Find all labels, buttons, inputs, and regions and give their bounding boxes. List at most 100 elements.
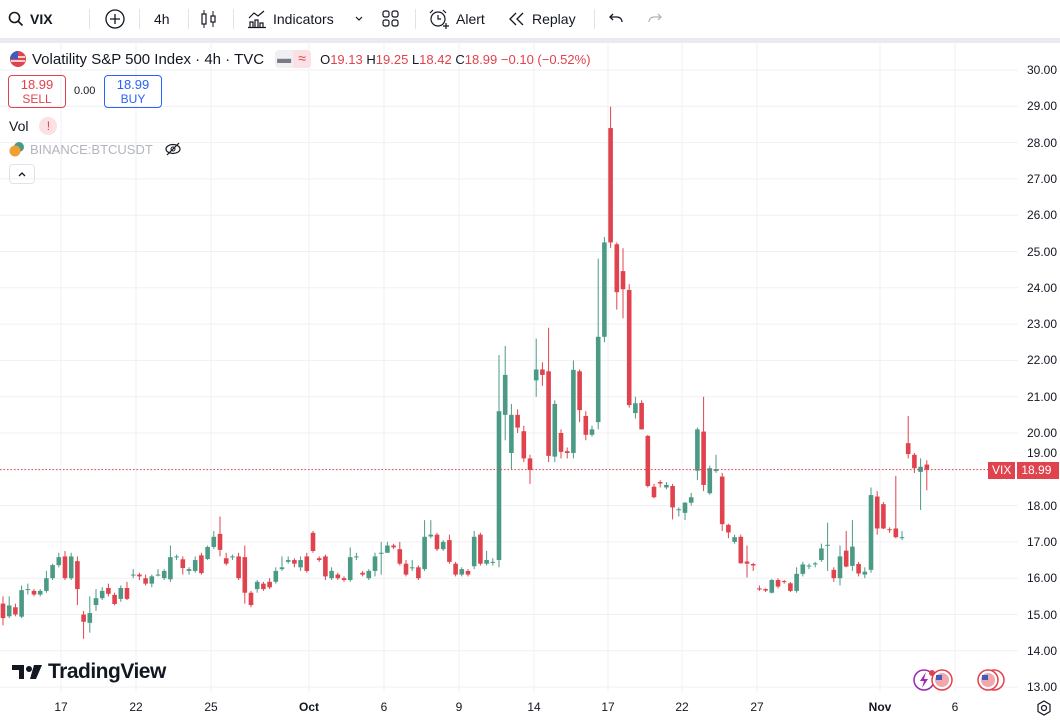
chevron-up-icon: [18, 172, 26, 177]
compare-add-button[interactable]: [104, 0, 126, 38]
minus-icon: ▬: [277, 50, 292, 66]
candle-body: [217, 533, 223, 550]
candle: [837, 545, 843, 586]
legend-toggle[interactable]: ▬ ≈: [275, 50, 312, 68]
candle: [372, 552, 378, 577]
candle: [236, 552, 241, 581]
candle-body: [93, 598, 99, 606]
x-tick-label: Nov: [868, 700, 892, 714]
event-markers[interactable]: [912, 666, 1012, 696]
replay-button[interactable]: Replay: [508, 0, 576, 38]
candle: [106, 583, 111, 597]
candle: [732, 534, 737, 544]
candle-body: [707, 468, 713, 494]
candle: [285, 556, 291, 564]
replay-icon: [509, 12, 524, 26]
candle-body: [434, 534, 440, 550]
candle: [25, 583, 31, 595]
collapse-legend-button[interactable]: [9, 164, 35, 184]
redo-button[interactable]: [647, 0, 663, 38]
candle-body: [552, 403, 558, 457]
candle-body: [496, 411, 502, 561]
candle-body: [478, 534, 483, 564]
candle-body: [633, 403, 638, 414]
sell-button[interactable]: 18.99 SELL: [8, 75, 66, 108]
candle: [428, 520, 434, 539]
candle: [397, 541, 403, 566]
candle: [478, 532, 483, 566]
candle: [130, 569, 136, 579]
series-title[interactable]: Volatility S&P 500 Index · 4h · TVC: [32, 50, 265, 68]
interval-button[interactable]: 4h: [154, 0, 170, 38]
candle-body: [242, 557, 248, 593]
candle-body: [924, 464, 930, 470]
candle: [583, 411, 589, 441]
candle-body: [471, 536, 477, 567]
layouts-button[interactable]: [382, 0, 400, 38]
candle-body: [248, 592, 254, 606]
candle: [881, 501, 886, 530]
candlestick-chart[interactable]: [0, 43, 1060, 720]
candle-body: [490, 561, 496, 563]
candle-body: [757, 588, 762, 590]
x-tick-label: 14: [527, 700, 541, 714]
candle: [174, 554, 179, 561]
candle-body: [31, 590, 37, 595]
candle: [620, 248, 626, 319]
settings-gear-icon[interactable]: [1035, 699, 1053, 717]
candle-body: [137, 574, 142, 577]
candle: [335, 572, 341, 581]
candle: [750, 562, 756, 571]
candle: [769, 578, 775, 594]
candle: [87, 596, 93, 633]
candle: [385, 541, 390, 553]
candle-body: [862, 571, 868, 575]
candle-body: [0, 603, 6, 619]
candle-body: [50, 565, 55, 579]
eye-hidden-icon[interactable]: [164, 141, 182, 157]
alert-button[interactable]: Alert: [428, 0, 485, 38]
symbol-search-button[interactable]: VIX: [8, 0, 53, 38]
candle: [688, 492, 694, 506]
warning-icon[interactable]: !: [39, 117, 58, 135]
candle: [719, 472, 725, 532]
candle-body: [819, 548, 824, 561]
y-tick-label: 15.00: [1027, 607, 1058, 622]
buy-button[interactable]: 18.99 BUY: [104, 75, 162, 108]
candle-body: [112, 594, 117, 604]
indicators-dropdown[interactable]: [354, 0, 364, 38]
y-tick-label: 26.00: [1027, 208, 1058, 223]
candle: [800, 561, 806, 577]
candle-body: [775, 580, 781, 587]
candle: [199, 552, 204, 575]
candle: [695, 427, 700, 481]
candle-body: [850, 546, 855, 566]
indicators-button[interactable]: Indicators: [247, 0, 334, 38]
candle: [56, 552, 62, 568]
candle-body: [99, 590, 105, 599]
y-tick-label: 13.00: [1027, 680, 1058, 695]
candle-body: [533, 369, 539, 381]
divider: [139, 9, 140, 29]
legend-volume[interactable]: Vol !: [9, 117, 58, 135]
candle: [391, 543, 396, 550]
candle: [825, 522, 830, 571]
candle: [540, 362, 545, 386]
candle: [211, 531, 217, 550]
legend-overlay[interactable]: BINANCE:BTCUSDT: [9, 141, 182, 157]
undo-button[interactable]: [608, 0, 624, 38]
y-tick-label: 30.00: [1027, 63, 1058, 77]
price-tag-symbol: VIX: [988, 462, 1016, 479]
candle-body: [608, 128, 613, 243]
candle-body: [546, 371, 551, 456]
candle: [502, 345, 508, 441]
candle-body: [843, 550, 849, 567]
candle: [645, 434, 651, 488]
spread-value: 0.00: [74, 85, 96, 97]
candle-body: [118, 588, 124, 599]
candle: [484, 550, 489, 566]
candle-body: [168, 557, 173, 580]
tradingview-logo[interactable]: TradingView: [12, 660, 166, 684]
candle: [831, 567, 837, 582]
chart-type-button[interactable]: [200, 0, 218, 38]
